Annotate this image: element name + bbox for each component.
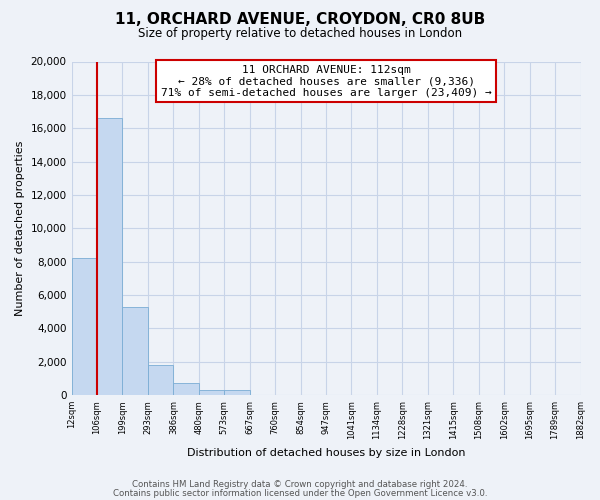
Bar	[122, 307, 148, 395]
Text: Contains public sector information licensed under the Open Government Licence v3: Contains public sector information licen…	[113, 489, 487, 498]
Bar	[148, 365, 173, 395]
Bar	[71, 258, 97, 395]
Text: 11 ORCHARD AVENUE: 112sqm
← 28% of detached houses are smaller (9,336)
71% of se: 11 ORCHARD AVENUE: 112sqm ← 28% of detac…	[161, 65, 491, 98]
Bar	[173, 382, 199, 395]
Bar	[97, 118, 122, 395]
X-axis label: Distribution of detached houses by size in London: Distribution of detached houses by size …	[187, 448, 465, 458]
Text: Contains HM Land Registry data © Crown copyright and database right 2024.: Contains HM Land Registry data © Crown c…	[132, 480, 468, 489]
Bar	[224, 390, 250, 395]
Text: Size of property relative to detached houses in London: Size of property relative to detached ho…	[138, 28, 462, 40]
Y-axis label: Number of detached properties: Number of detached properties	[15, 140, 25, 316]
Bar	[199, 390, 224, 395]
Text: 11, ORCHARD AVENUE, CROYDON, CR0 8UB: 11, ORCHARD AVENUE, CROYDON, CR0 8UB	[115, 12, 485, 28]
